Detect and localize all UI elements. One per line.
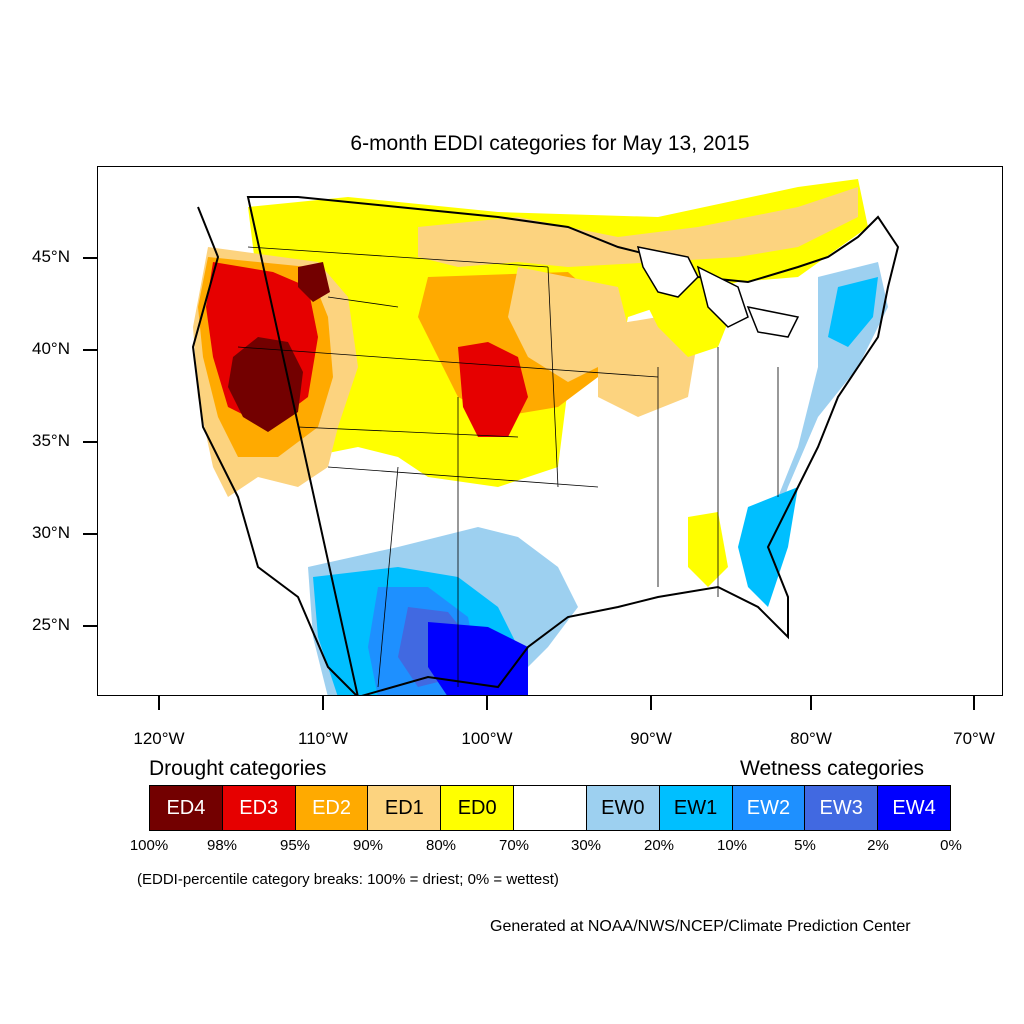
lat-tick-25 [83,625,97,627]
lat-label-25: 25°N [32,615,70,634]
legend-break-label: 0% [940,837,962,854]
lon-tick-120 [158,696,160,710]
legend-break-label: 70% [498,837,530,854]
legend-swatch-ed4: ED4 [150,786,223,830]
lon-tick-70 [973,696,975,710]
lon-label-80: 80°W [790,729,832,748]
legend-break-label: 20% [643,837,675,854]
legend-swatch-neutral [514,786,587,830]
credit-text: Generated at NOAA/NWS/NCEP/Climate Predi… [490,918,911,935]
drought-legend-title: Drought categories [149,757,327,780]
lat-tick-35 [83,441,97,443]
legend-swatch-ew4: EW4 [878,786,950,830]
lon-tick-90 [650,696,652,710]
lat-label-30: 30°N [32,523,70,542]
se-ed0 [688,512,728,587]
map-frame [97,166,1003,696]
legend-break-label: 80% [425,837,457,854]
legend-swatch-ed3: ED3 [222,786,296,830]
lat-label-35: 35°N [32,431,70,450]
legend-swatch-ew2: EW2 [732,786,806,830]
breaks-note: (EDDI-percentile category breaks: 100% =… [137,871,559,888]
legend-colorbar: ED4 ED3 ED2 ED1 ED0 EW0 EW1 EW2 EW3 EW4 [149,785,951,831]
lon-tick-80 [810,696,812,710]
lon-label-100: 100°W [461,729,513,748]
lat-tick-40 [83,349,97,351]
lat-tick-45 [83,257,97,259]
us-outline [191,196,900,695]
map-title: 6-month EDDI categories for May 13, 2015 [350,132,750,155]
lon-label-120: 120°W [133,729,185,748]
legend-break-label: 10% [716,837,748,854]
lon-tick-110 [322,696,324,710]
legend-break-label: 100% [129,837,169,854]
legend-swatch-ed2: ED2 [295,786,369,830]
ed1-region-north [418,187,858,267]
legend-break-label: 2% [867,837,889,854]
lon-label-90: 90°W [630,729,672,748]
legend-swatch-ed1: ED1 [368,786,442,830]
tx-ew4 [428,622,528,695]
lon-tick-100 [486,696,488,710]
legend-swatch-ew3: EW3 [805,786,879,830]
legend-swatch-ew1: EW1 [659,786,733,830]
ne-ew1 [828,277,878,347]
legend-break-label: 5% [794,837,816,854]
legend-break-label: 95% [279,837,311,854]
eddi-map [191,179,900,695]
wetness-legend-title: Wetness categories [740,757,925,780]
legend-break-label: 98% [206,837,238,854]
lat-tick-30 [83,533,97,535]
plains-ed3 [458,342,528,437]
legend-break-label: 90% [352,837,384,854]
lon-label-110: 110°W [298,729,348,748]
lon-label-70: 70°W [953,729,995,748]
legend-swatch-ed0: ED0 [441,786,515,830]
lat-label-45: 45°N [32,247,70,266]
nw-drought-ed4 [298,262,330,302]
great-lakes [636,246,800,338]
ne-ew0 [748,262,888,587]
legend-swatch-ew0: EW0 [586,786,660,830]
state-lines [237,246,779,688]
legend-break-label: 30% [570,837,602,854]
lat-label-40: 40°N [32,339,70,358]
